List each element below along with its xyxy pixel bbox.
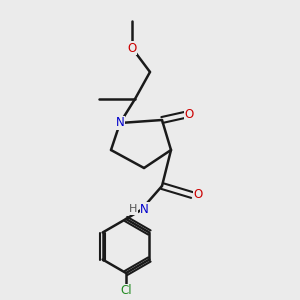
Text: H: H xyxy=(129,204,138,214)
Text: N: N xyxy=(116,116,124,130)
Text: O: O xyxy=(184,107,194,121)
Text: O: O xyxy=(194,188,202,202)
Text: O: O xyxy=(128,41,136,55)
Text: Cl: Cl xyxy=(120,284,132,298)
Text: N: N xyxy=(140,203,149,216)
